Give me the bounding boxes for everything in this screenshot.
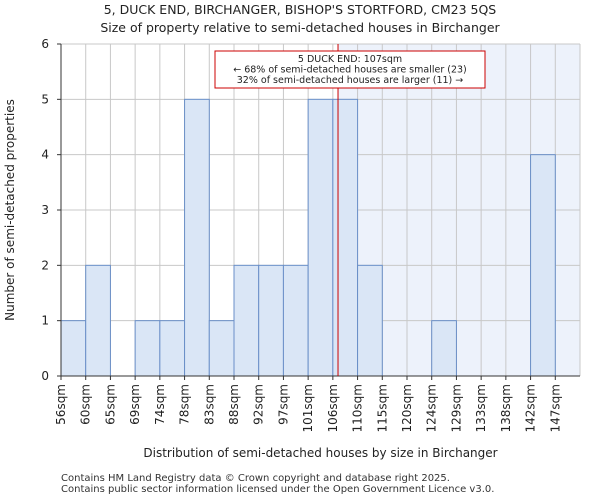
x-tick-label: 129sqm — [449, 384, 463, 432]
x-tick-label: 88sqm — [227, 384, 241, 425]
bar-92sqm — [258, 264, 284, 377]
y-tick-label: 0 — [41, 369, 49, 383]
bar-83sqm — [208, 320, 235, 377]
y-tick-label: 3 — [41, 203, 49, 217]
x-tick-label: 78sqm — [178, 384, 192, 425]
bar-88sqm — [233, 264, 260, 377]
annotation-larger: 32% of semi-detached houses are larger (… — [237, 75, 464, 86]
bar-78sqm — [184, 98, 210, 377]
y-tick-label: 5 — [41, 92, 49, 106]
x-tick-label: 65sqm — [103, 384, 117, 425]
bar-97sqm — [282, 264, 309, 377]
x-tick-label: 147sqm — [548, 384, 562, 432]
x-axis-label: Distribution of semi-detached houses by … — [143, 446, 497, 460]
x-tick-label: 110sqm — [351, 384, 365, 432]
bar-101sqm — [307, 98, 334, 377]
x-tick-label: 74sqm — [153, 384, 167, 425]
annotation-box — [214, 50, 486, 89]
x-tick-label: 97sqm — [276, 384, 290, 425]
bar-56sqm — [60, 320, 87, 377]
x-tick-label: 142sqm — [524, 384, 538, 432]
annotation-title: 5 DUCK END: 107sqm — [298, 54, 402, 65]
bar-142sqm — [530, 154, 556, 377]
annotation-smaller: ← 68% of semi-detached houses are smalle… — [233, 65, 467, 76]
y-tick-label: 4 — [41, 148, 49, 162]
x-tick-label: 92sqm — [252, 384, 266, 425]
bar-124sqm — [431, 320, 457, 377]
bar-74sqm — [159, 320, 186, 377]
x-tick-label: 56sqm — [54, 384, 68, 425]
y-tick-label: 6 — [41, 37, 49, 51]
x-tick-label: 138sqm — [499, 384, 513, 432]
x-tick-label: 83sqm — [202, 384, 216, 425]
y-axis-label: Number of semi-detached properties — [3, 99, 17, 321]
bar-110sqm — [357, 264, 383, 377]
x-tick-label: 101sqm — [301, 384, 315, 432]
x-tick-label: 115sqm — [375, 384, 389, 432]
footer-copyright: Contains HM Land Registry data © Crown c… — [61, 473, 450, 484]
chart-title: 5, DUCK END, BIRCHANGER, BISHOP'S STORTF… — [103, 2, 497, 17]
x-tick-label: 124sqm — [425, 384, 439, 432]
bar-60sqm — [85, 264, 111, 377]
bar-69sqm — [134, 320, 161, 377]
y-tick-label: 2 — [41, 258, 49, 272]
x-tick-label: 60sqm — [79, 384, 93, 425]
x-tick-label: 106sqm — [326, 384, 340, 432]
x-tick-label: 120sqm — [400, 384, 414, 432]
x-tick-label: 133sqm — [474, 384, 488, 432]
x-tick-label: 69sqm — [128, 384, 142, 425]
chart-subtitle: Size of property relative to semi-detach… — [100, 20, 500, 35]
y-tick-label: 1 — [41, 314, 49, 328]
bar-106sqm — [332, 98, 359, 377]
footer-licence: Contains public sector information licen… — [61, 484, 495, 495]
